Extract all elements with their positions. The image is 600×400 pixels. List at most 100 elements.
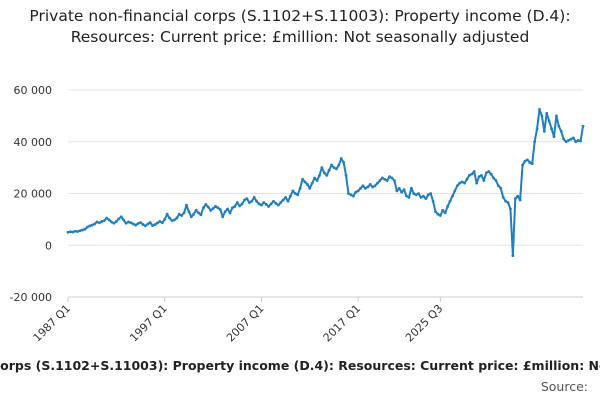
data-point — [446, 205, 449, 208]
data-point — [276, 203, 280, 207]
data-point — [552, 135, 556, 138]
data-point — [402, 188, 406, 192]
data-point — [332, 166, 336, 170]
data-point — [197, 211, 200, 215]
data-point — [378, 179, 382, 182]
data-point — [305, 183, 309, 186]
data-point — [88, 224, 92, 228]
data-point — [301, 177, 304, 181]
data-point — [267, 205, 271, 208]
data-point — [376, 181, 379, 185]
data-point — [272, 199, 275, 203]
data-point — [71, 230, 75, 234]
data-point — [134, 223, 138, 227]
data-point — [567, 139, 570, 142]
data-point — [228, 211, 232, 215]
data-point — [540, 114, 544, 118]
data-point — [320, 166, 324, 170]
data-point — [443, 211, 447, 215]
y-tick-label: -20 000 — [10, 291, 52, 304]
data-point — [252, 195, 256, 199]
data-point — [129, 221, 133, 225]
data-point — [221, 215, 225, 219]
x-axis: 1987 Q1 1997 Q1 2007 Q1 2017 Q1 2025 Q3 — [31, 296, 583, 345]
data-point — [463, 181, 466, 185]
data-point — [240, 202, 244, 206]
data-point — [315, 179, 319, 182]
data-point — [344, 173, 348, 177]
data-point — [530, 162, 534, 166]
data-point — [334, 167, 338, 171]
data-point — [139, 221, 142, 224]
data-point — [310, 181, 314, 185]
y-tick-label: 20 000 — [14, 188, 53, 201]
data-point — [218, 208, 222, 211]
footer-series-label: Private non-financial corps (S.1102+S.11… — [0, 358, 600, 373]
data-point — [511, 254, 515, 257]
data-point — [426, 193, 430, 197]
data-point — [533, 140, 537, 144]
data-point — [322, 171, 326, 175]
data-point — [366, 185, 370, 189]
data-point — [122, 218, 126, 222]
data-point — [214, 205, 217, 208]
x-tick-label: 1987 Q1 — [31, 302, 74, 345]
data-point — [513, 197, 517, 201]
data-point — [465, 177, 469, 181]
data-point — [412, 192, 416, 195]
data-point — [579, 139, 582, 143]
data-point — [112, 221, 116, 225]
data-point — [269, 202, 273, 206]
data-point — [243, 198, 246, 202]
data-point — [216, 206, 220, 210]
x-tick-label: 2017 Q1 — [321, 302, 364, 345]
data-point — [102, 219, 106, 223]
data-point — [576, 139, 580, 142]
data-point — [245, 197, 249, 201]
data-point — [397, 186, 401, 190]
y-axis-ticks: -20 000 0 20 000 40 000 60 000 — [10, 84, 52, 304]
data-point — [339, 157, 343, 160]
data-point — [414, 193, 418, 197]
data-point — [419, 195, 423, 199]
data-point — [73, 229, 77, 233]
data-point — [250, 199, 254, 203]
data-point — [487, 170, 491, 173]
data-point — [279, 201, 283, 204]
data-point — [233, 205, 237, 208]
data-point — [484, 171, 488, 175]
data-point — [78, 229, 82, 233]
data-point — [194, 208, 198, 212]
data-point — [327, 168, 331, 172]
data-point — [455, 184, 459, 188]
data-point — [525, 158, 529, 162]
data-point — [231, 206, 234, 210]
data-point — [422, 194, 425, 198]
data-point — [390, 176, 394, 180]
data-point — [542, 130, 546, 133]
data-point — [131, 222, 135, 226]
data-point — [494, 179, 498, 182]
data-point — [429, 192, 433, 195]
data-point — [124, 221, 128, 225]
data-point — [506, 201, 510, 204]
data-point — [156, 221, 159, 225]
data-point — [555, 114, 558, 118]
data-point — [143, 224, 147, 228]
data-point — [189, 215, 193, 219]
data-point — [388, 175, 391, 179]
data-point — [504, 199, 508, 203]
data-point — [472, 170, 476, 173]
data-point — [337, 163, 341, 167]
data-point — [170, 219, 174, 223]
data-point — [499, 186, 503, 190]
data-point — [286, 199, 290, 203]
data-point — [247, 201, 251, 204]
data-point — [141, 223, 145, 226]
data-point — [407, 195, 411, 199]
data-point — [448, 199, 452, 203]
data-point — [180, 214, 184, 217]
data-point — [441, 208, 445, 212]
data-point — [117, 217, 121, 221]
data-point — [550, 127, 553, 131]
